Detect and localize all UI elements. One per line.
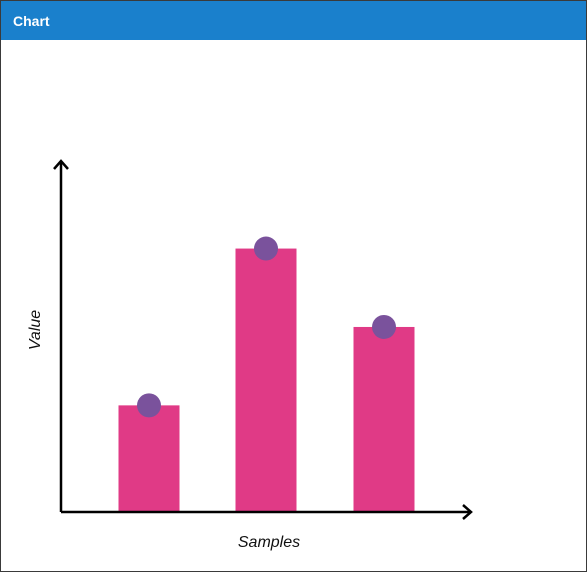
- x-axis-label: Samples: [238, 534, 300, 551]
- bar-1: [118, 405, 180, 512]
- bar-group: [118, 248, 415, 512]
- y-axis-arrow-icon: [53, 159, 69, 170]
- bar-chart: Samples Value: [27, 159, 473, 551]
- bar-2: [235, 248, 297, 512]
- x-axis-arrow-icon: [462, 504, 473, 520]
- window-titlebar: Chart: [1, 1, 586, 40]
- marker-point-2: [254, 236, 278, 261]
- window-title: Chart: [13, 12, 50, 29]
- y-axis-label: Value: [27, 310, 44, 350]
- chart-area: Samples Value: [1, 40, 586, 571]
- marker-point-3: [372, 314, 396, 339]
- marker-group: [137, 236, 396, 418]
- bar-3: [353, 326, 415, 512]
- marker-point-1: [137, 393, 161, 418]
